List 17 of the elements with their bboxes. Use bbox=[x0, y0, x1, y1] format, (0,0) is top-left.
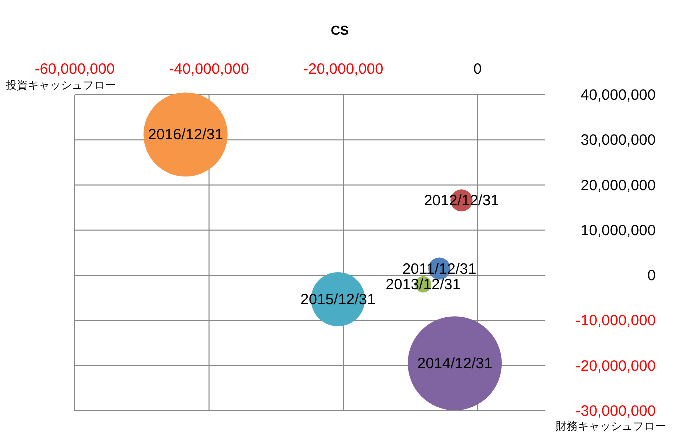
x-axis-title: 投資キャッシュフロー bbox=[5, 80, 116, 92]
y-axis-title: 財務キャッシュフロー bbox=[556, 421, 666, 433]
series-label: 2014/12/31 bbox=[417, 356, 493, 373]
x-tick-label: -40,000,000 bbox=[169, 61, 250, 78]
x-tick-label: -60,000,000 bbox=[34, 61, 116, 78]
x-tick-label: 0 bbox=[474, 61, 482, 78]
y-tick-label: -10,000,000 bbox=[576, 312, 656, 330]
series-label: 2016/12/31 bbox=[148, 126, 224, 144]
y-tick-label: -30,000,000 bbox=[576, 403, 656, 420]
y-tick-label: 10,000,000 bbox=[580, 222, 656, 240]
y-tick-label: 0 bbox=[648, 268, 656, 285]
y-tick-label: -20,000,000 bbox=[576, 358, 656, 375]
y-tick-label: 40,000,000 bbox=[580, 87, 656, 104]
y-tick-label: 30,000,000 bbox=[580, 132, 656, 150]
y-tick-label: 20,000,000 bbox=[580, 177, 656, 194]
x-tick-label: -20,000,000 bbox=[304, 61, 384, 78]
chart-title: CS bbox=[330, 23, 350, 38]
